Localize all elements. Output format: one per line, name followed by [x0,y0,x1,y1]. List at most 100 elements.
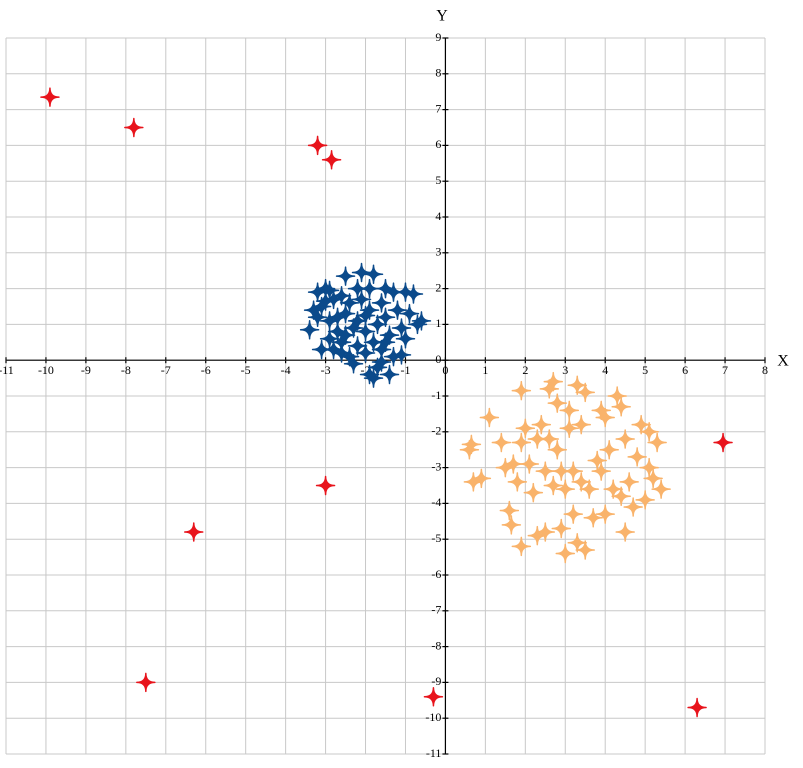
point [471,468,492,489]
x-tick-label: 3 [562,363,568,377]
point [713,432,733,453]
y-tick-label: 3 [435,245,441,259]
point [595,407,615,428]
point [515,418,536,438]
point [615,522,635,542]
point [555,543,576,564]
y-tick-label: -7 [431,603,441,617]
point [479,407,500,428]
point [335,325,356,345]
x-tick-label: -5 [241,363,251,377]
x-tick-label: 1 [482,363,488,377]
point [623,497,643,517]
point [639,422,659,442]
point [527,525,548,546]
point [321,149,342,170]
point [303,300,324,320]
y-tick-label: -9 [431,674,441,688]
point [579,479,599,499]
point [363,264,384,285]
point [567,375,587,396]
point [511,536,532,557]
point [319,280,340,301]
point [511,380,532,401]
point [367,314,388,335]
point [359,364,380,385]
x-tick-label: 2 [522,363,528,377]
point [547,439,568,460]
y-tick-label: -5 [431,531,441,545]
point [184,522,204,542]
point [647,432,667,453]
point [371,293,392,313]
point [551,518,572,539]
point [347,311,368,331]
point [343,354,364,374]
point [591,461,611,481]
point [639,457,659,478]
point [391,345,412,365]
point [463,472,484,492]
y-tick-label: -8 [431,638,441,652]
point [563,461,584,481]
point [583,507,603,528]
point [599,439,619,460]
point [335,266,356,286]
x-tick-label: -7 [161,363,171,377]
point [603,479,623,499]
x-tick-label: -4 [281,363,291,377]
point [355,343,376,363]
x-tick-label: -9 [81,363,91,377]
point [607,386,627,406]
y-tick-label: -1 [431,388,441,402]
point [395,328,416,349]
point [511,432,532,453]
point [339,293,360,313]
point [403,284,424,304]
x-tick-label: -6 [201,363,211,377]
point [595,504,615,524]
point [567,533,587,553]
point [571,414,591,435]
point [559,400,580,421]
x-tick-label: -3 [321,363,331,377]
point [491,432,512,453]
point [611,396,631,417]
point [307,135,328,156]
x-axis-title: X [777,353,789,370]
point [423,686,444,707]
x-tick-label: 5 [642,363,648,377]
point [395,282,416,302]
y-tick-label: 5 [435,173,441,187]
point [531,414,552,435]
point [651,479,671,499]
point [495,457,516,478]
y-tick-label: -3 [431,459,441,473]
point [503,454,524,474]
point [631,414,651,435]
x-tick-label: -10 [38,363,54,377]
point [331,286,352,306]
point [507,472,528,492]
point [331,343,352,363]
y-tick-label: 8 [435,66,441,80]
point [643,468,663,489]
point [347,278,368,299]
point [501,515,522,535]
y-tick-label: 2 [435,280,441,294]
point [40,87,60,107]
point [627,447,647,467]
point [575,540,595,560]
point [547,393,568,413]
y-tick-label: 7 [435,101,441,115]
point [535,522,556,542]
y-tick-label: 0 [435,352,441,366]
x-tick-label: -2 [361,363,371,377]
x-tick-label: 7 [722,363,728,377]
x-tick-label: -1 [400,363,410,377]
point [461,434,482,455]
point [635,490,655,510]
point [136,672,156,693]
point [351,289,372,310]
point [543,371,564,392]
